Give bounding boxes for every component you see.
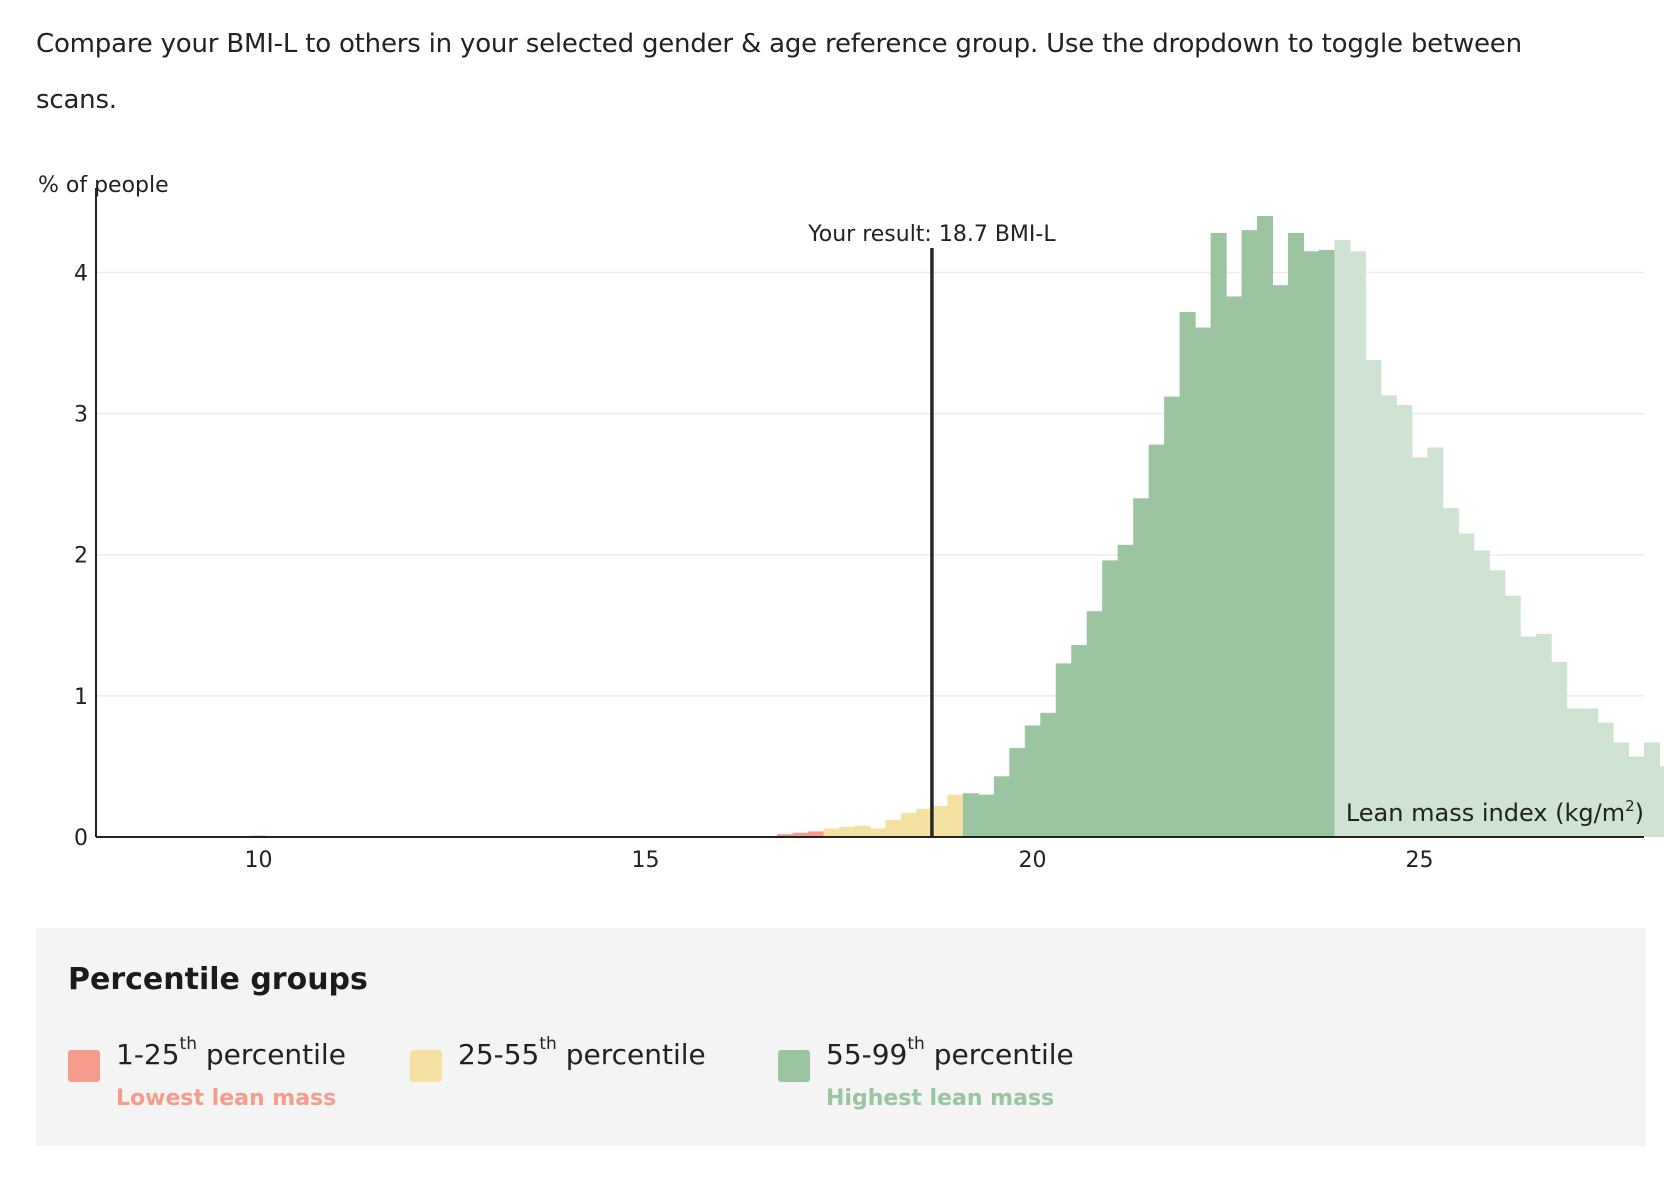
legend-range-high: 55-99 bbox=[826, 1038, 908, 1071]
histogram-bar bbox=[1458, 533, 1475, 837]
histogram-bar bbox=[1659, 766, 1664, 837]
histogram-bar bbox=[1009, 748, 1026, 837]
legend-title: Percentile groups bbox=[68, 962, 368, 997]
axes: 0 1 2 3 4 10 15 20 25 bbox=[74, 188, 1644, 873]
legend-sup-high: th bbox=[907, 1034, 925, 1054]
y-tick-label-0: 0 bbox=[74, 826, 88, 851]
legend-label-mid: 25-55th percentile bbox=[458, 1034, 706, 1071]
y-tick-label-3: 3 bbox=[74, 403, 88, 428]
legend-text-high: percentile bbox=[933, 1038, 1074, 1071]
histogram-bar bbox=[885, 820, 902, 837]
histogram-bar bbox=[962, 793, 979, 837]
histogram-bar bbox=[900, 813, 918, 837]
histogram-bar bbox=[1303, 251, 1320, 838]
y-tick-label-2: 2 bbox=[74, 544, 88, 569]
histogram-bar bbox=[1613, 742, 1630, 837]
histogram-bar bbox=[1102, 560, 1119, 837]
histogram-bar bbox=[993, 776, 1010, 837]
legend-sublabel-high: Highest lean mass bbox=[826, 1086, 1055, 1111]
histogram-bar bbox=[1566, 708, 1583, 837]
percentile-legend: Percentile groups 1-25th percentile Lowe… bbox=[36, 928, 1646, 1146]
histogram-bar bbox=[1117, 544, 1134, 837]
legend-label-low: 1-25th percentile bbox=[116, 1034, 346, 1071]
mid-group-swatch bbox=[410, 1050, 442, 1082]
histogram-bar bbox=[1195, 327, 1212, 837]
y-tick-label-1: 1 bbox=[74, 685, 88, 710]
your-result-label: Your result: 18.7 BMI-L bbox=[807, 222, 1056, 247]
histogram-bar bbox=[777, 834, 794, 837]
y-axis-label: % of people bbox=[38, 173, 169, 198]
histogram-bar bbox=[1349, 251, 1366, 838]
histogram-bars bbox=[250, 216, 1664, 838]
legend-sublabel-low: Lowest lean mass bbox=[116, 1086, 337, 1111]
histogram-bar bbox=[1226, 296, 1243, 837]
low-group-swatch bbox=[68, 1050, 100, 1082]
histogram-bar bbox=[1164, 396, 1181, 837]
histogram-bar bbox=[1427, 447, 1444, 837]
x-tick-label-25: 25 bbox=[1406, 848, 1434, 873]
x-axis-label-close: ) bbox=[1635, 799, 1644, 827]
histogram-bar bbox=[1210, 232, 1227, 837]
x-tick-label-20: 20 bbox=[1019, 848, 1047, 873]
histogram-bar bbox=[1442, 508, 1459, 837]
histogram-bar bbox=[1396, 405, 1413, 837]
histogram-bar bbox=[808, 831, 825, 837]
histogram-bar bbox=[1365, 359, 1382, 837]
legend-text-low: percentile bbox=[205, 1038, 346, 1071]
x-axis-label-superscript: 2 bbox=[1625, 797, 1635, 815]
histogram-bar bbox=[978, 794, 995, 837]
bmi-l-histogram: 0 1 2 3 4 10 15 20 25 % of people Your result: 1… bbox=[38, 173, 1664, 873]
histogram-bar bbox=[1644, 742, 1661, 837]
histogram-bar bbox=[1628, 756, 1645, 837]
legend-text-mid: percentile bbox=[565, 1038, 706, 1071]
legend-sup-low: th bbox=[179, 1034, 197, 1054]
histogram-bar bbox=[1055, 663, 1072, 837]
histogram-bar bbox=[931, 805, 948, 837]
x-axis-label: Lean mass index (kg/m2) bbox=[1346, 797, 1644, 827]
histogram-bar bbox=[1582, 708, 1599, 837]
x-axis-label-text: Lean mass index (kg/m bbox=[1346, 799, 1625, 827]
histogram-bar bbox=[1257, 216, 1274, 837]
histogram-bar bbox=[1133, 498, 1150, 837]
histogram-bar bbox=[839, 827, 856, 837]
legend-range-low: 1-25 bbox=[116, 1038, 180, 1071]
legend-range-mid: 25-55 bbox=[458, 1038, 540, 1071]
histogram-bar bbox=[1086, 611, 1103, 837]
histogram-bar bbox=[823, 828, 840, 837]
histogram-bar bbox=[1597, 722, 1614, 837]
histogram-bar bbox=[870, 828, 887, 837]
histogram-bar bbox=[1318, 249, 1335, 837]
histogram-bar bbox=[854, 825, 871, 837]
x-tick-label-10: 10 bbox=[245, 848, 273, 873]
histogram-bar bbox=[1024, 725, 1041, 837]
histogram-bar bbox=[1287, 232, 1305, 837]
histogram-bar bbox=[792, 832, 809, 837]
intro-text: Compare your BMI-L to others in your sel… bbox=[36, 29, 1522, 115]
histogram-bar bbox=[947, 794, 964, 837]
legend-label-high: 55-99th percentile bbox=[826, 1034, 1074, 1071]
histogram-bar bbox=[1535, 633, 1552, 837]
histogram-bar bbox=[1040, 712, 1057, 837]
histogram-bar bbox=[1489, 570, 1506, 837]
histogram-bar bbox=[1473, 550, 1490, 837]
histogram-bar bbox=[1411, 457, 1428, 837]
legend-sup-mid: th bbox=[539, 1034, 557, 1054]
histogram-bar bbox=[1380, 395, 1397, 837]
x-tick-label-15: 15 bbox=[632, 848, 660, 873]
histogram-bar bbox=[1272, 285, 1289, 837]
histogram-bar bbox=[1148, 444, 1165, 837]
histogram-bar bbox=[1334, 239, 1351, 838]
histogram-bar bbox=[1504, 595, 1521, 837]
histogram-bar bbox=[1520, 636, 1537, 837]
histogram-bar bbox=[1241, 230, 1258, 837]
histogram-bar bbox=[1551, 661, 1568, 837]
histogram-bar bbox=[1179, 311, 1196, 837]
high-group-swatch bbox=[778, 1050, 810, 1082]
histogram-bar bbox=[916, 808, 933, 837]
y-tick-label-4: 4 bbox=[74, 261, 88, 286]
histogram-bar bbox=[1071, 645, 1088, 837]
